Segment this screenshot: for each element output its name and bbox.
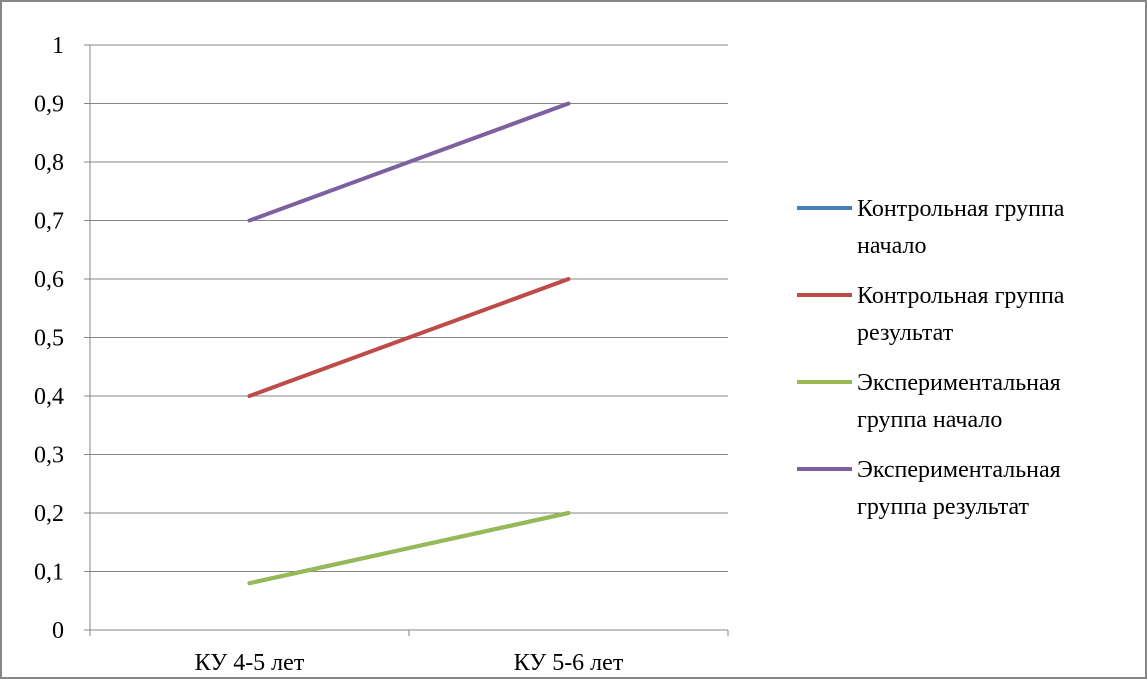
y-tick-label: 0,9 bbox=[34, 92, 64, 118]
series-line-3 bbox=[247, 511, 571, 586]
legend: Контрольная группа начало Контрольная груп… bbox=[797, 196, 1065, 520]
series-line-2 bbox=[247, 277, 571, 398]
y-tick-label: 0,6 bbox=[34, 267, 64, 293]
y-tick-label: 0,1 bbox=[34, 560, 64, 586]
y-tick-label: 0,3 bbox=[34, 443, 64, 469]
y-tick-labels: 0 0,1 0,2 0,3 0,4 0,5 0,6 0,7 0,8 0,9 1 bbox=[34, 33, 64, 644]
series-line-4 bbox=[247, 101, 571, 223]
x-tick-labels: КУ 4-5 лет КУ 5-6 лет bbox=[195, 650, 624, 676]
x-tick-label: КУ 4-5 лет bbox=[195, 650, 305, 676]
y-tick-label: 0,2 bbox=[34, 501, 64, 527]
x-tick-label: КУ 5-6 лет bbox=[514, 650, 624, 676]
y-tick-label: 1 bbox=[52, 33, 64, 59]
legend-label-2: Контрольная группа результат bbox=[857, 283, 1065, 346]
y-tick-label: 0,8 bbox=[34, 150, 64, 176]
y-tick-label: 0,7 bbox=[34, 209, 64, 235]
y-tick-label: 0,4 bbox=[34, 384, 64, 410]
y-tick-label: 0,5 bbox=[34, 326, 64, 352]
series-lines bbox=[247, 101, 571, 586]
legend-label-3: Экспериментальная группа начало bbox=[857, 370, 1061, 433]
gridlines bbox=[90, 44, 728, 572]
legend-label-1: Контрольная группа начало bbox=[857, 196, 1065, 259]
axes bbox=[84, 44, 729, 636]
y-tick-label: 0 bbox=[52, 618, 64, 644]
legend-label-4: Экспериментальная группа результат bbox=[857, 457, 1061, 520]
